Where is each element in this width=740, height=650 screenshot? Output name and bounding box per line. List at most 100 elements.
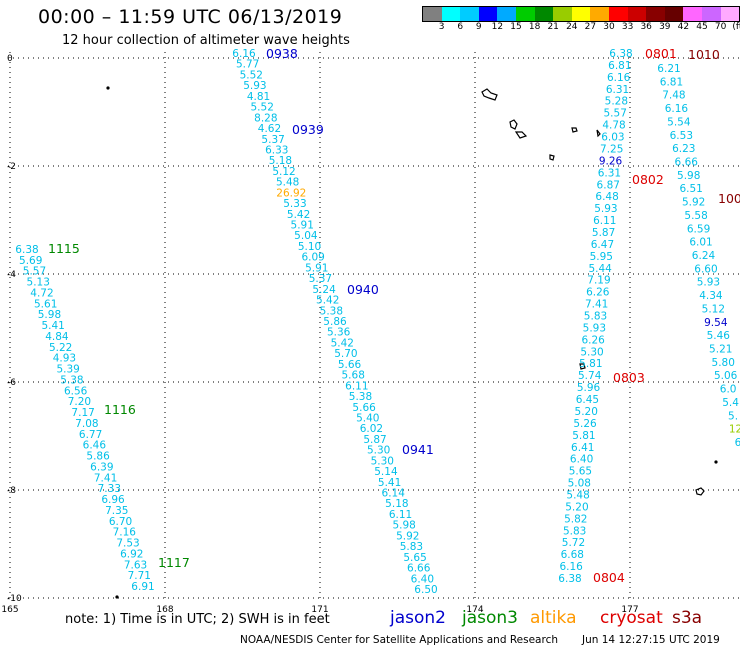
swh-value: 5.18 [269,155,292,167]
colorbar-label: 6 [457,22,464,32]
swh-value: 6.68 [561,549,584,561]
swh-value: 5.30 [580,346,603,358]
colorbar-swatch [701,7,721,21]
swh-value: 5.86 [86,451,110,463]
s3a-track: 6.216.81 7.486.165.54 6.536.23 6.665.986.51… [657,47,740,449]
swh-value: 6.45 [576,394,599,406]
swh-value: 5.69 [19,255,42,267]
swh-value: 5.20 [565,501,588,513]
swh-value: 5.92 [682,197,705,209]
legend-jason3: jason3 [462,608,518,628]
swh-value: 5.38 [349,391,372,403]
swh-value: 5.61 [34,298,57,310]
swh-value: 5.92 [396,530,419,542]
swh-value: 5.83 [563,525,586,537]
swh-value: 5.57 [604,108,627,120]
pass-time-label: 0801 [645,46,677,61]
swh-value: 6.33 [265,144,288,156]
swh-value: 5.08 [568,478,591,490]
wave-height-colorbar [422,6,740,22]
swh-value: 7.25 [600,143,623,155]
swh-value: 6.23 [672,143,695,155]
swh-value: 8.28 [254,112,277,124]
pass-time-label: 0940 [347,282,379,297]
swh-value: 6.48 [595,191,618,203]
swh-value: 5.93 [583,322,606,334]
swh-value: 7.41 [94,472,117,484]
colorbar-swatch [441,7,461,21]
swh-value: 5.37 [261,134,284,146]
swh-value: 5.04 [294,230,318,242]
colorbar-swatch [534,7,554,21]
colorbar-label: 15 [510,22,522,32]
swh-value: 6.01 [689,237,712,249]
swh-value: 7.71 [128,570,151,582]
colorbar-swatch [460,7,479,21]
units-note: note: 1) Time is in UTC; 2) SWH is in fe… [65,612,330,627]
y-tick-label: -6 [7,378,16,388]
swh-value: 5.42 [331,337,354,349]
swh-value: 6.66 [407,563,431,575]
swh-value: 7.19 [587,275,610,287]
swh-value: 5.37 [309,273,332,285]
swh-value: 6.87 [597,179,620,191]
colorbar-label: 3 [438,22,445,32]
swh-value: 5.28 [605,96,628,108]
colorbar-label: 21 [547,22,559,32]
swh-value: 5.44 [588,263,612,275]
swh-value: 6.40 [570,454,593,466]
swh-value: 5.65 [569,466,592,478]
colorbar-label: 39 [659,22,671,32]
swh-value: 6.09 [301,252,324,264]
swh-value: 5.38 [320,305,343,317]
swh-value: 6.50 [414,584,437,596]
x-tick-label: 177 [621,605,638,615]
island-outline [596,129,601,138]
island-dot [115,595,119,599]
swh-value: 5.18 [385,498,408,510]
x-tick-label: 174 [466,605,483,615]
colorbar-swatch [683,7,702,21]
pass-time-label: 0803 [613,370,645,385]
swh-value: 6.46 [83,440,107,452]
swh-value: 6 [735,437,740,449]
colorbar-label: 24 [566,22,578,32]
swh-value: 5.98 [677,170,700,182]
swh-value: 6.11 [593,215,616,227]
swh-value: 6.81 [608,60,631,72]
swh-value: 5.81 [579,358,602,370]
generated-timestamp: Jun 14 12:27:15 UTC 2019 [582,634,720,646]
swh-value: 6.0 [720,384,737,396]
swh-value: 5.66 [338,359,362,371]
island-outline [571,127,578,133]
swh-value: 5.93 [697,277,720,289]
swh-value: 6.16 [232,48,256,60]
swh-value: 5.24 [312,284,336,296]
x-tick-label: 171 [311,605,328,615]
map-subtitle: 12 hour collection of altimeter wave hei… [62,33,350,48]
swh-value: 9.26 [599,155,623,167]
swh-value: 5.72 [562,537,585,549]
swh-value: 6.16 [665,103,689,115]
swh-value: 5.91 [305,262,328,274]
colorbar-label: 9 [475,22,482,32]
swh-value: 6.66 [675,157,699,169]
pass-time-label: 1115 [48,241,80,256]
colorbar-swatch [627,7,647,21]
island-dot [106,86,110,90]
swh-value: 5.98 [392,520,415,532]
swh-value: 7.35 [105,505,128,517]
swh-value: 5.41 [41,320,64,332]
swh-value: 5.38 [60,374,83,386]
swh-value: 5.12 [272,166,295,178]
colorbar-swatch [497,7,516,21]
swh-value: 6.51 [679,183,702,195]
y-tick-label: -2 [7,162,16,172]
axis-ticks: 165 168 171 174 177 0 -2 -4 -6 -8 -10 [1,54,638,615]
colorbar-swatch [664,7,684,21]
swh-value: 7.16 [113,527,137,539]
swh-value: 4.78 [602,120,625,132]
swh-value: 6.31 [606,84,629,96]
swh-value: 6.92 [120,548,143,560]
swh-value: 6.47 [591,239,614,251]
